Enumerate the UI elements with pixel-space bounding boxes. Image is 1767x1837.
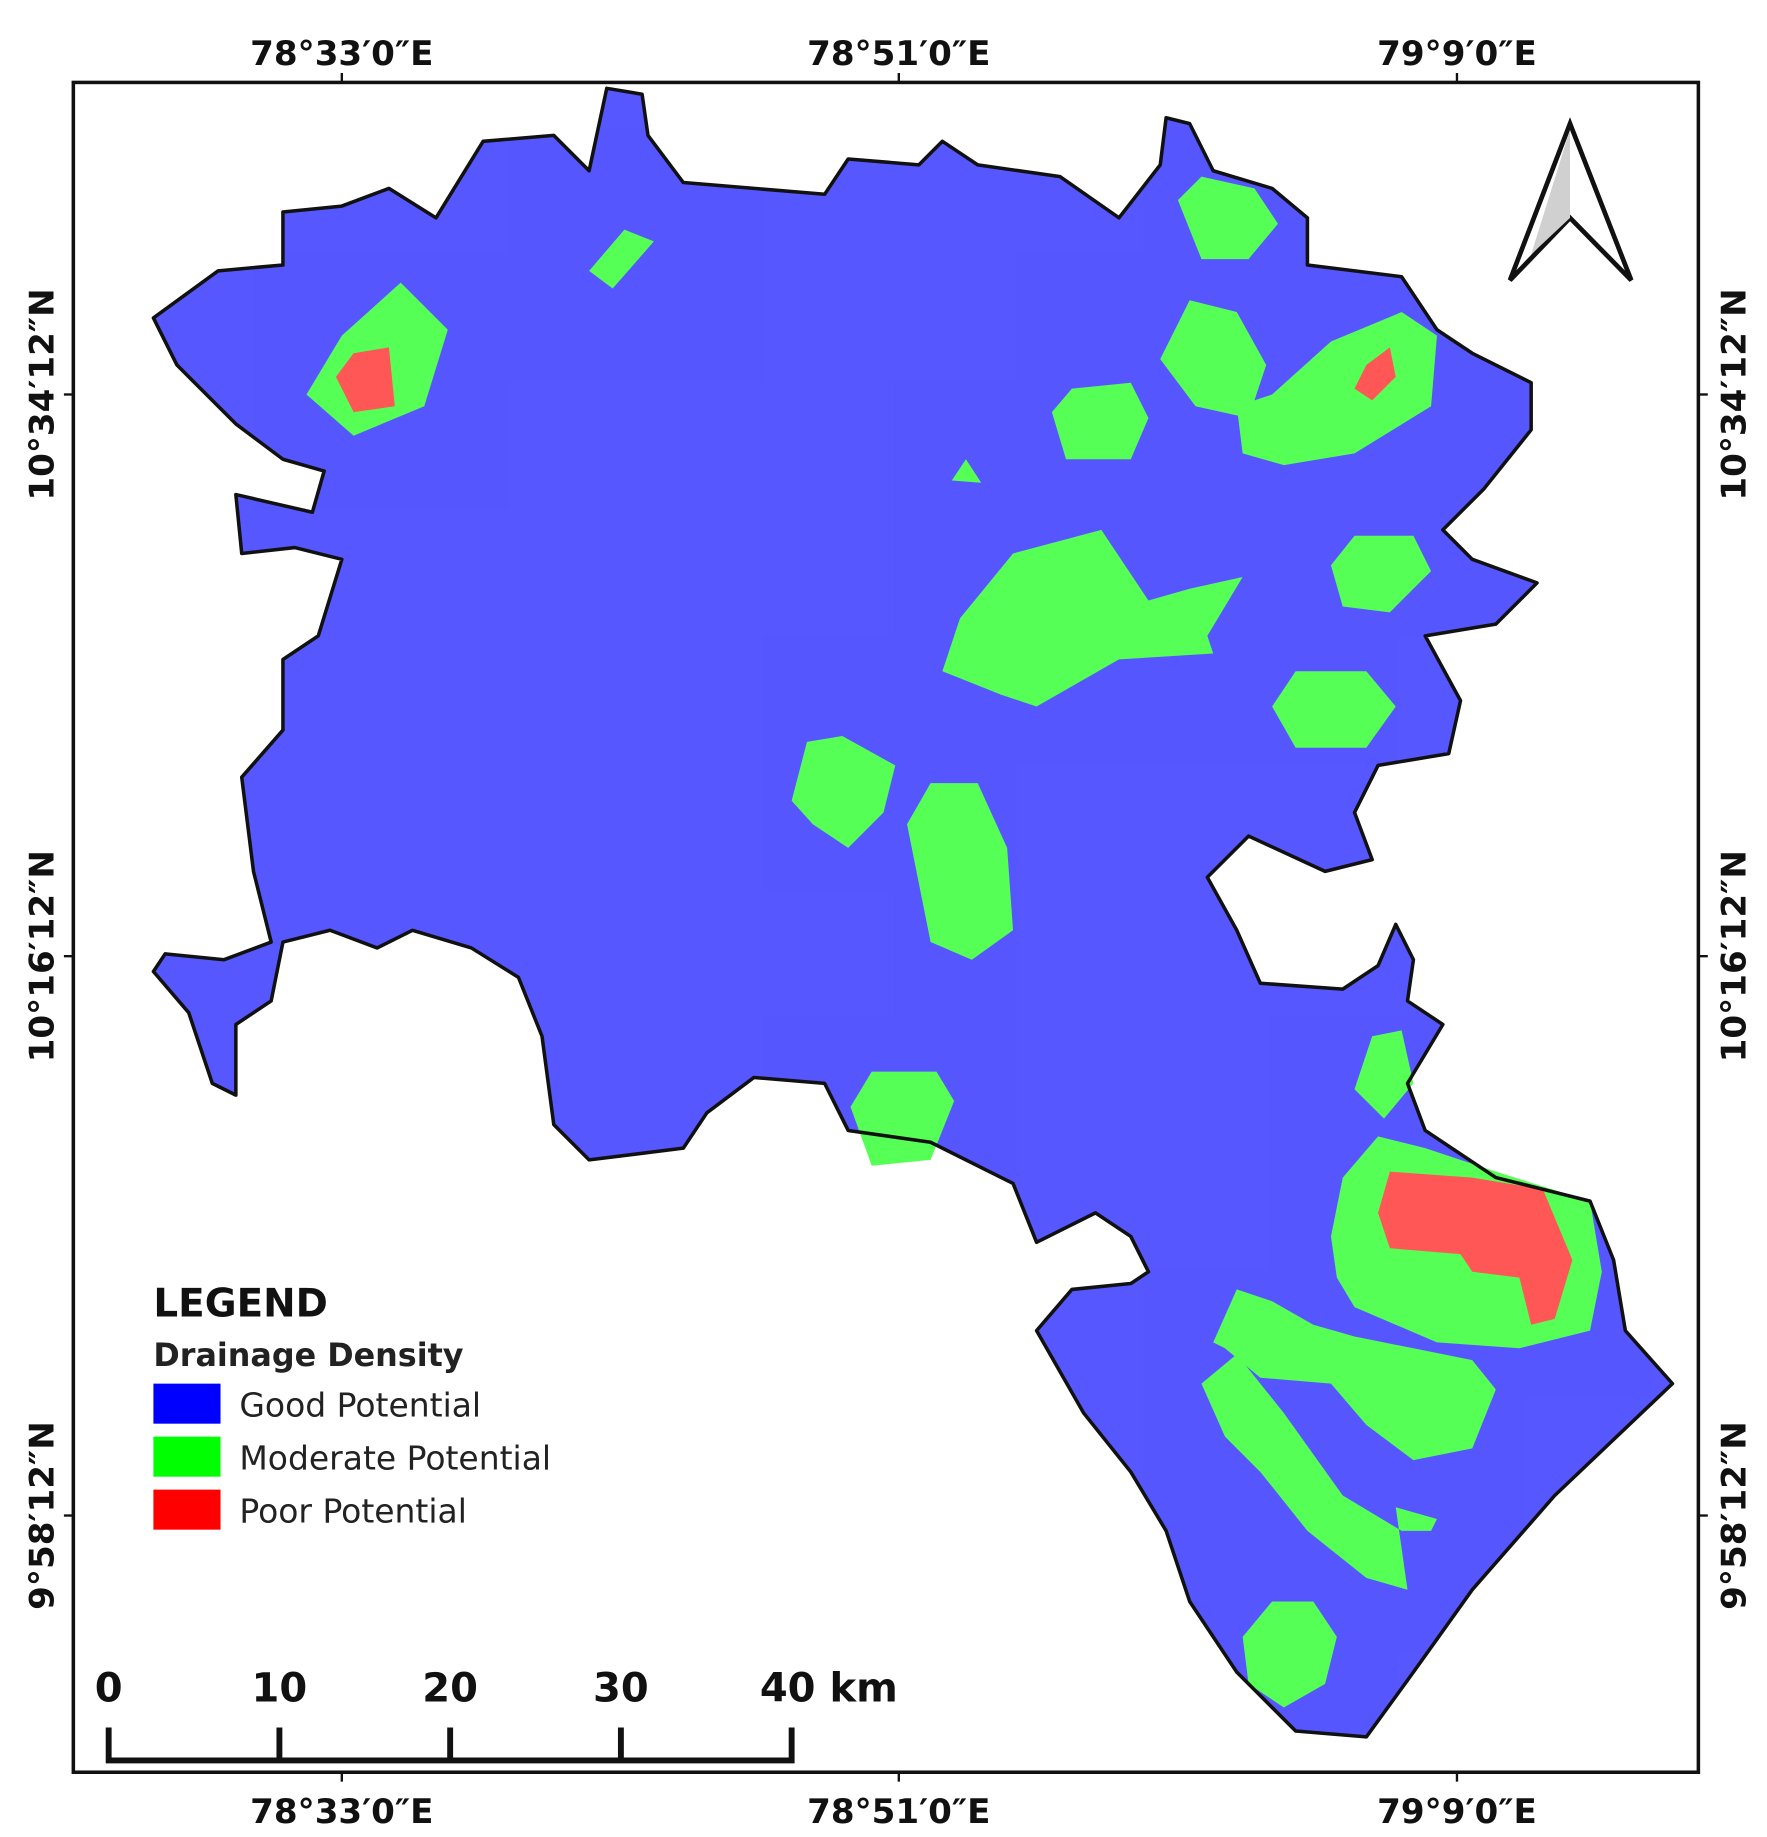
- moderate-potential-zone: [1354, 1030, 1414, 1119]
- scale-label: 10: [252, 1666, 308, 1712]
- moderate-potential-zone: [1213, 1289, 1496, 1461]
- moderate-potential-zone: [1272, 671, 1396, 748]
- legend-swatch: [153, 1489, 221, 1530]
- legend-label: Good Potential: [239, 1386, 481, 1425]
- scale-label: 30: [593, 1666, 649, 1712]
- legend-swatch: [153, 1383, 221, 1424]
- poor-potential-zone: [1354, 347, 1396, 401]
- longitude-label: 78°51′0″E: [807, 34, 990, 74]
- moderate-potential-zone: [1242, 1601, 1337, 1708]
- latitude-label: 10°16′12″N: [22, 850, 62, 1062]
- moderate-potential-zone: [1201, 1354, 1437, 1590]
- scale-label: 40 km: [760, 1666, 898, 1712]
- legend-title: LEGEND: [153, 1282, 327, 1327]
- moderate-potential-zone: [1160, 300, 1267, 419]
- moderate-potential-zone: [1177, 176, 1278, 260]
- legend: LEGEND Drainage Density Good Potential Mo…: [153, 1282, 551, 1531]
- scale-label: 20: [422, 1666, 478, 1712]
- longitude-label: 79°9′0″E: [1377, 34, 1537, 74]
- map-regions: [153, 88, 1673, 1737]
- moderate-potential-zone: [791, 735, 896, 848]
- legend-swatch: [153, 1436, 221, 1477]
- graticule-ticks: [63, 73, 1708, 1782]
- latitude-label: 10°34′12″N: [1714, 288, 1754, 500]
- legend-label: Poor Potential: [239, 1492, 467, 1531]
- north-arrow: [1507, 117, 1634, 282]
- moderate-potential-zone: [1330, 535, 1432, 613]
- scale-label: 0: [95, 1666, 123, 1712]
- legend-subtitle: Drainage Density: [153, 1337, 463, 1374]
- latitude-label: 10°34′12″N: [22, 288, 62, 500]
- poor-potential-zone: [1378, 1171, 1573, 1325]
- latitude-label: 10°16′12″N: [1714, 850, 1754, 1062]
- poor-potential-zone: [335, 347, 395, 413]
- moderate-potential-zone: [942, 529, 1243, 707]
- moderate-potential-zone: [1051, 382, 1149, 460]
- moderate-potential-zone: [951, 459, 982, 483]
- map-frame: [71, 80, 1701, 1775]
- longitude-label: 78°33′0″E: [250, 34, 433, 74]
- scale-bar: 0 10 20 30 40 km: [95, 1666, 898, 1764]
- moderate-potential-zone: [907, 783, 1014, 960]
- longitude-label: 78°51′0″E: [807, 1792, 990, 1832]
- longitude-label: 78°33′0″E: [250, 1792, 433, 1832]
- longitude-label: 79°9′0″E: [1377, 1792, 1537, 1832]
- moderate-potential-zone: [589, 229, 654, 289]
- latitude-label: 9°58′12″N: [22, 1421, 62, 1610]
- boundary: [151, 86, 1675, 1739]
- legend-label: Moderate Potential: [239, 1439, 551, 1478]
- latitude-label: 9°58′12″N: [1714, 1421, 1754, 1610]
